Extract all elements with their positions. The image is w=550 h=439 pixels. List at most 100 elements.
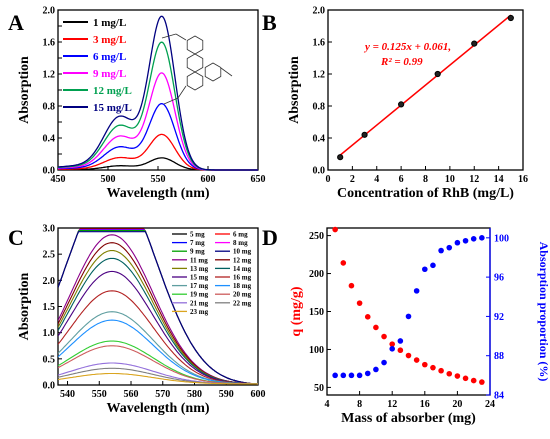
panel-c-legend-label: 10 mg	[233, 248, 252, 256]
panel-d-proportion-point	[438, 247, 444, 254]
panel-b-equation: y = 0.125x + 0.061,	[363, 41, 451, 53]
panel-a-structure-bond	[161, 33, 177, 39]
panel-a-structure-bond	[175, 33, 187, 41]
panel-a-x-tick-label: 500	[101, 174, 116, 185]
panel-c-y-tick-label: 2.0	[43, 276, 56, 287]
panel-c-legend-label: 23 mg	[190, 308, 209, 316]
panel-b-plot-frame	[327, 9, 524, 171]
panel-b-x-tick-label: 6	[399, 174, 404, 185]
panel-d-q-point	[340, 260, 347, 266]
panel-b-x-tick-label: 2	[350, 174, 355, 185]
panel-d-q-point	[356, 300, 363, 306]
panel-c-y-tick-label: 1.0	[43, 328, 56, 339]
panel-a-series-line	[57, 72, 258, 171]
panel-b-y-tick-label: 1.2	[313, 70, 326, 81]
panel-c-legend-label: 20 mg	[233, 291, 252, 299]
panel-b-y-label: Absorption	[287, 56, 302, 124]
panel-d-y-tick-label: 150	[309, 307, 324, 318]
panel-b-y-tick-label: 2.0	[313, 6, 326, 17]
panel-a-x-tick-label: 600	[201, 174, 216, 185]
panel-a-structure-bond	[163, 97, 179, 105]
panel-a-structure-ring	[186, 71, 204, 91]
panel-c-y-tick-label: 3.0	[43, 224, 56, 235]
panel-a-legend-label: 1 mg/L	[93, 17, 126, 29]
panel-c-series-line	[58, 270, 258, 385]
panel-c-y-label: Absorption	[17, 272, 32, 340]
panel-a-structure-ring	[204, 62, 222, 82]
panel-b-y-tick-label: 0.0	[313, 166, 326, 177]
panel-c-x-label: Wavelength (nm)	[106, 401, 209, 416]
panel-b-x-tick-label: 8	[423, 174, 428, 185]
panel-label-d: D	[262, 225, 278, 250]
panel-c-legend-label: 11 mg	[190, 256, 208, 264]
panel-d-right-tick-label: 100	[494, 233, 509, 244]
panel-d-proportion-point	[381, 359, 387, 366]
panel-c-series-group	[58, 228, 258, 385]
panel-d-proportion-point	[340, 372, 347, 379]
panel-d-proportion-point	[405, 313, 412, 320]
panel-c-x-tick-label: 560	[124, 389, 139, 400]
panel-c-legend-label: 21 mg	[190, 299, 209, 307]
panel-d-proportion-point	[397, 338, 404, 344]
panel-a-y-tick-label: 0.4	[43, 134, 56, 145]
panel-a-structure-bond	[177, 85, 187, 99]
panel-a-series-line	[58, 15, 258, 171]
panel-a-legend-label: 3 mg/L	[93, 34, 126, 46]
panel-c-y-tick-label: 0.0	[43, 381, 56, 392]
panel-label-b: B	[262, 10, 277, 35]
panel-c-y-tick-label: 0.5	[43, 354, 56, 365]
panel-b-x-tick-label: 16	[518, 174, 528, 185]
panel-b-data-point	[434, 70, 441, 78]
panel-d-q-point	[462, 375, 469, 382]
panel-c-legend-label: 18 mg	[233, 282, 252, 290]
panel-d-proportion-point	[373, 366, 379, 373]
panel-a-legend-label: 15 mg/L	[93, 102, 132, 114]
panel-b-data-point	[507, 14, 514, 22]
panel-d-q-point	[332, 226, 338, 233]
panel-a-legend-label: 12 mg/L	[93, 85, 132, 97]
panel-d: 4 8 12 16 20 24 50 100 150 200 250 84 88 92 96 100 Mass …	[262, 225, 550, 426]
panel-d-q-point	[413, 357, 420, 363]
panel-c-x-tick-label: 550	[92, 389, 107, 400]
panel-d-q-point	[364, 314, 371, 320]
panel-c-y-tick-label: 1.5	[43, 302, 56, 313]
panel-b-x-tick-label: 4	[374, 174, 379, 185]
panel-d-x-tick-label: 16	[420, 399, 430, 410]
panel-c: 540 550 560 570 580 590 600 0.0 0.5 1.0 1.5 2.0 2.5 3…	[8, 224, 266, 417]
panel-d-x-tick-label: 8	[357, 399, 362, 410]
panel-d-q-point	[479, 379, 485, 385]
panel-d-y-tick-label: 250	[309, 231, 324, 242]
panel-d-right-tick-label: 88	[494, 351, 504, 362]
panel-a-legend-label: 9 mg/L	[93, 68, 126, 80]
panel-c-series-line	[58, 340, 258, 385]
panel-a-y-tick-label: 1.6	[43, 38, 56, 49]
panel-c-x-tick-label: 540	[60, 389, 75, 400]
panel-c-x-tick-label: 580	[187, 389, 202, 400]
panel-a-x-tick-label: 650	[251, 174, 266, 185]
panel-a-inset-structure	[161, 33, 233, 105]
panel-d-proportion-point	[413, 288, 420, 294]
panel-b-x-tick-label: 14	[494, 174, 504, 185]
panel-d-right-tick-label: 84	[494, 391, 504, 402]
panel-c-series-line	[58, 231, 258, 385]
panel-b-fit-line	[339, 14, 512, 156]
panel-c-legend-label: 12 mg	[233, 256, 252, 264]
panel-b-x-tick-label: 10	[445, 174, 455, 185]
panel-d-q-point	[470, 377, 477, 384]
panel-a-y-tick-label: 1.2	[43, 70, 56, 81]
panel-b-data-point	[361, 131, 368, 138]
panel-d-x-tick-label: 20	[452, 399, 462, 410]
panel-c-legend-label: 17 mg	[190, 282, 209, 290]
panel-d-x-tick-label: 4	[325, 399, 330, 410]
panel-d-y-tick-label: 200	[309, 269, 324, 280]
panel-a-y-tick-label: 2.0	[43, 6, 56, 17]
panel-d-proportion-point	[332, 372, 338, 379]
panel-d-q-point	[430, 364, 436, 371]
panel-c-legend-label: 9 mg	[190, 248, 205, 256]
panel-a-x-label: Wavelength (nm)	[106, 186, 209, 201]
panel-d-y-label: q (mg/g)	[289, 286, 304, 337]
panel-d-proportion-point	[348, 372, 355, 379]
panel-label-c: C	[8, 225, 24, 250]
panel-d-proportion-point	[364, 370, 371, 377]
panel-a-structure-bond	[220, 67, 233, 77]
